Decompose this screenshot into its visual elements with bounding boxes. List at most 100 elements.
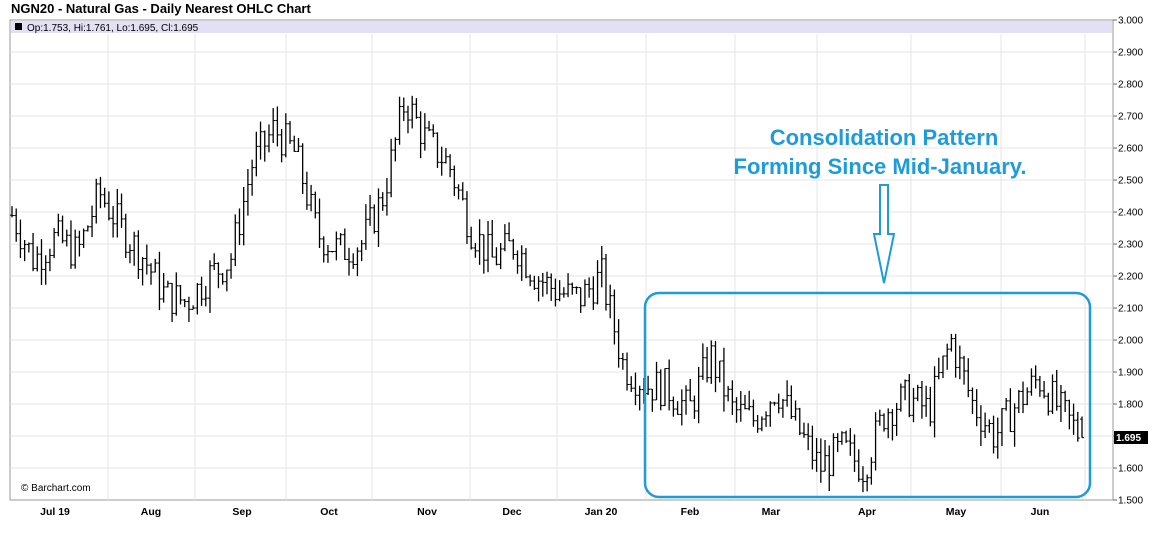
- ohlc-bar: [764, 411, 769, 427]
- ohlc-bar: [566, 273, 571, 298]
- ohlc-bar: [742, 394, 747, 410]
- ohlc-bar: [102, 187, 107, 208]
- ohlc-bar: [1080, 416, 1084, 439]
- ohlc-bar: [860, 466, 865, 493]
- ohlc-bar: [473, 243, 478, 258]
- ohlc-bar: [486, 221, 491, 273]
- y-tick-label: 1.800: [1118, 400, 1143, 411]
- y-tick-label: 3.000: [1118, 16, 1143, 27]
- annotation-line-1: Consolidation Pattern: [770, 125, 999, 150]
- ohlc-bar: [890, 409, 895, 441]
- ohlc-bar: [768, 401, 773, 427]
- ohlc-bar: [1046, 392, 1051, 416]
- ohlc-bar: [1029, 368, 1034, 396]
- ohlc-bar: [452, 165, 457, 197]
- ohlc-bar: [595, 260, 600, 305]
- ohlc-bar: [90, 205, 95, 238]
- ohlc-bar: [696, 366, 701, 424]
- ohlc-bar: [94, 178, 99, 224]
- y-tick-label: 2.100: [1118, 304, 1143, 315]
- ohlc-bar: [629, 376, 634, 393]
- ohlc-bar: [553, 278, 558, 307]
- ohlc-bar: [389, 138, 394, 198]
- ohlc-bar: [68, 220, 73, 269]
- ohlc-bar: [115, 188, 120, 238]
- ohlc-bar: [688, 378, 693, 402]
- ohlc-bar: [39, 239, 44, 285]
- ohlc-bar: [528, 274, 533, 287]
- ohlc-bar: [443, 148, 448, 164]
- ohlc-bar: [886, 408, 891, 439]
- ohlc-bar: [532, 275, 537, 290]
- ohlc-bar: [545, 271, 549, 295]
- ohlc-bar: [966, 358, 971, 398]
- ohlc-bar: [347, 247, 352, 276]
- ohlc-bar: [561, 287, 566, 298]
- ohlc-bar: [52, 228, 57, 259]
- ohlc-bar: [220, 273, 225, 285]
- ohlc-bar: [186, 296, 191, 322]
- ohlc-bar: [325, 245, 330, 263]
- ohlc-bar: [144, 244, 149, 275]
- ohlc-bar: [915, 384, 920, 402]
- ohlc-bar: [726, 385, 731, 402]
- y-tick-label: 2.500: [1118, 176, 1143, 187]
- ohlc-bar: [81, 228, 86, 248]
- ohlc-bar: [1071, 403, 1076, 435]
- ohlc-bar: [1008, 388, 1013, 433]
- ohlc-bar: [776, 393, 781, 414]
- ohlc-bar: [507, 222, 512, 242]
- ohlc-bar: [599, 246, 604, 288]
- ohlc-bar: [983, 412, 988, 438]
- ohlc-bar: [759, 416, 764, 432]
- y-tick-label: 2.700: [1118, 112, 1143, 123]
- consolidation-box: [643, 291, 1092, 499]
- y-tick-label: 2.800: [1118, 80, 1143, 91]
- ohlc-bar: [692, 395, 697, 419]
- ohlc-bar: [646, 375, 651, 396]
- ohlc-bar: [924, 385, 929, 417]
- ohlc-bar: [848, 428, 853, 456]
- ohlc-bar: [372, 204, 377, 234]
- ohlc-bar: [616, 319, 621, 368]
- ohlc-bar: [970, 387, 975, 414]
- series-marker-icon: [15, 23, 22, 30]
- ohlc-bar: [182, 298, 187, 308]
- ohlc-bar: [237, 208, 242, 246]
- x-tick-label: May: [946, 506, 967, 518]
- ohlc-bar: [1021, 381, 1026, 414]
- ohlc-bar: [207, 260, 212, 313]
- ohlc-bar: [342, 228, 347, 261]
- ohlc-bar: [574, 286, 579, 294]
- ohlc-bar: [304, 171, 309, 210]
- ohlc-bar: [625, 352, 630, 391]
- ohlc-bar: [35, 246, 40, 272]
- ohlc-bar: [1025, 387, 1030, 406]
- ohlc-bar: [469, 226, 474, 250]
- ohlc-bar: [309, 184, 314, 212]
- ohlc-bar: [637, 385, 642, 411]
- ohlc-bar: [882, 413, 887, 432]
- ohlc-bar: [582, 279, 587, 307]
- ohlc-bar: [1067, 399, 1072, 430]
- ohlc-bar: [894, 402, 899, 436]
- ohlc-bar: [557, 280, 562, 302]
- ohlc-bar: [907, 374, 912, 418]
- y-tick-label: 1.500: [1118, 496, 1143, 507]
- ohlc-bar: [810, 425, 815, 470]
- ohlc-bar: [717, 360, 722, 383]
- ohlc-bar: [620, 352, 625, 370]
- ohlc-bar: [275, 106, 280, 147]
- ohlc-bar: [296, 137, 301, 152]
- y-tick-label: 2.300: [1118, 240, 1143, 251]
- ohlc-bar: [439, 146, 444, 176]
- ohlc-bar: [136, 230, 141, 279]
- x-tick-label: Sep: [232, 506, 251, 518]
- ohlc-bar: [165, 280, 170, 288]
- ohlc-bar: [363, 204, 368, 250]
- ohlc-bar: [140, 257, 145, 286]
- ohlc-bar: [536, 276, 541, 302]
- ohlc-bar: [10, 206, 14, 218]
- ohlc-bar: [578, 287, 583, 313]
- ohlc-bar: [279, 128, 284, 163]
